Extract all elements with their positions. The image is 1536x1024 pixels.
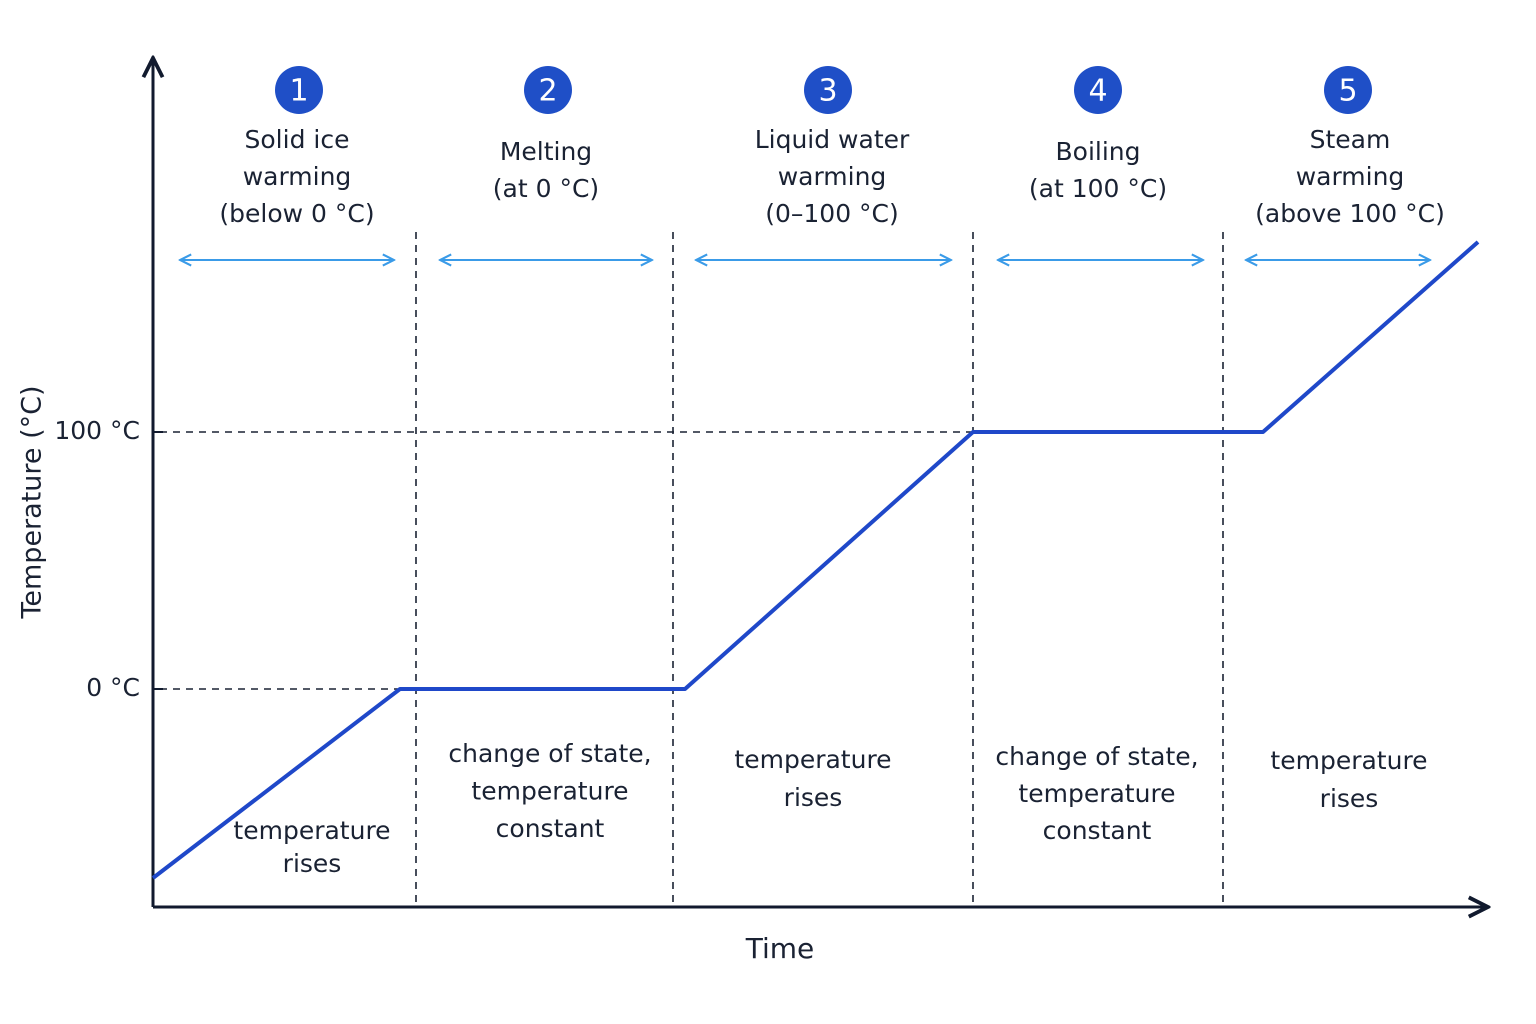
y-axis-label: Temperature (°C) — [17, 385, 48, 619]
phase-title: warming — [243, 162, 352, 191]
step-number: 2 — [538, 74, 557, 109]
phase-note: change of state, — [995, 742, 1198, 771]
phase-note: temperature — [471, 777, 628, 806]
phase-title: warming — [778, 162, 887, 191]
step-badge — [1074, 66, 1122, 114]
phase-note: temperature — [1270, 746, 1427, 775]
step-number: 4 — [1088, 74, 1107, 109]
heating-curve — [151, 240, 1480, 880]
phase-note: change of state, — [448, 739, 651, 768]
phase-title: Melting — [500, 137, 592, 166]
step-number: 5 — [1338, 74, 1357, 109]
step-badge — [275, 66, 323, 114]
phase-title: Solid ice — [245, 125, 350, 154]
x-axis-label: Time — [745, 932, 815, 965]
phase-note: constant — [496, 814, 605, 843]
phase-note: rises — [283, 849, 342, 878]
phase-title: (below 0 °C) — [219, 199, 374, 228]
y-tick-label: 0 °C — [86, 673, 140, 702]
phase-note: temperature — [1018, 779, 1175, 808]
step-badge — [804, 66, 852, 114]
phase-note: temperature — [233, 816, 390, 845]
step-number: 3 — [818, 74, 837, 109]
step-badge — [524, 66, 572, 114]
phase-title: Steam — [1310, 125, 1391, 154]
phase-title: (at 0 °C) — [493, 174, 599, 203]
phase-note: rises — [784, 783, 843, 812]
guides — [160, 232, 1224, 902]
phase-note: temperature — [734, 745, 891, 774]
axes — [153, 58, 1488, 907]
phase-note: constant — [1043, 816, 1152, 845]
y-tick-label: 100 °C — [54, 416, 140, 445]
phase-title: (above 100 °C) — [1255, 199, 1445, 228]
phase-title: Boiling — [1056, 137, 1141, 166]
phase-note: rises — [1320, 784, 1379, 813]
phase-title: (0–100 °C) — [765, 199, 899, 228]
phase-title: Liquid water — [755, 125, 910, 154]
step-number: 1 — [289, 74, 308, 109]
step-badge — [1324, 66, 1372, 114]
phase-title: (at 100 °C) — [1029, 174, 1167, 203]
phase-title: warming — [1296, 162, 1405, 191]
